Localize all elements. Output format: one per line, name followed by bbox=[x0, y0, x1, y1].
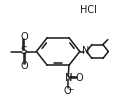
Text: O: O bbox=[76, 73, 84, 83]
Text: N: N bbox=[65, 73, 72, 83]
Text: +: + bbox=[68, 72, 74, 81]
Text: O: O bbox=[20, 32, 28, 42]
Text: −: − bbox=[67, 85, 74, 94]
Text: O: O bbox=[20, 61, 28, 71]
Text: S: S bbox=[21, 46, 27, 57]
Text: HCl: HCl bbox=[80, 5, 97, 15]
Text: N: N bbox=[82, 46, 89, 57]
Text: O: O bbox=[64, 86, 71, 96]
